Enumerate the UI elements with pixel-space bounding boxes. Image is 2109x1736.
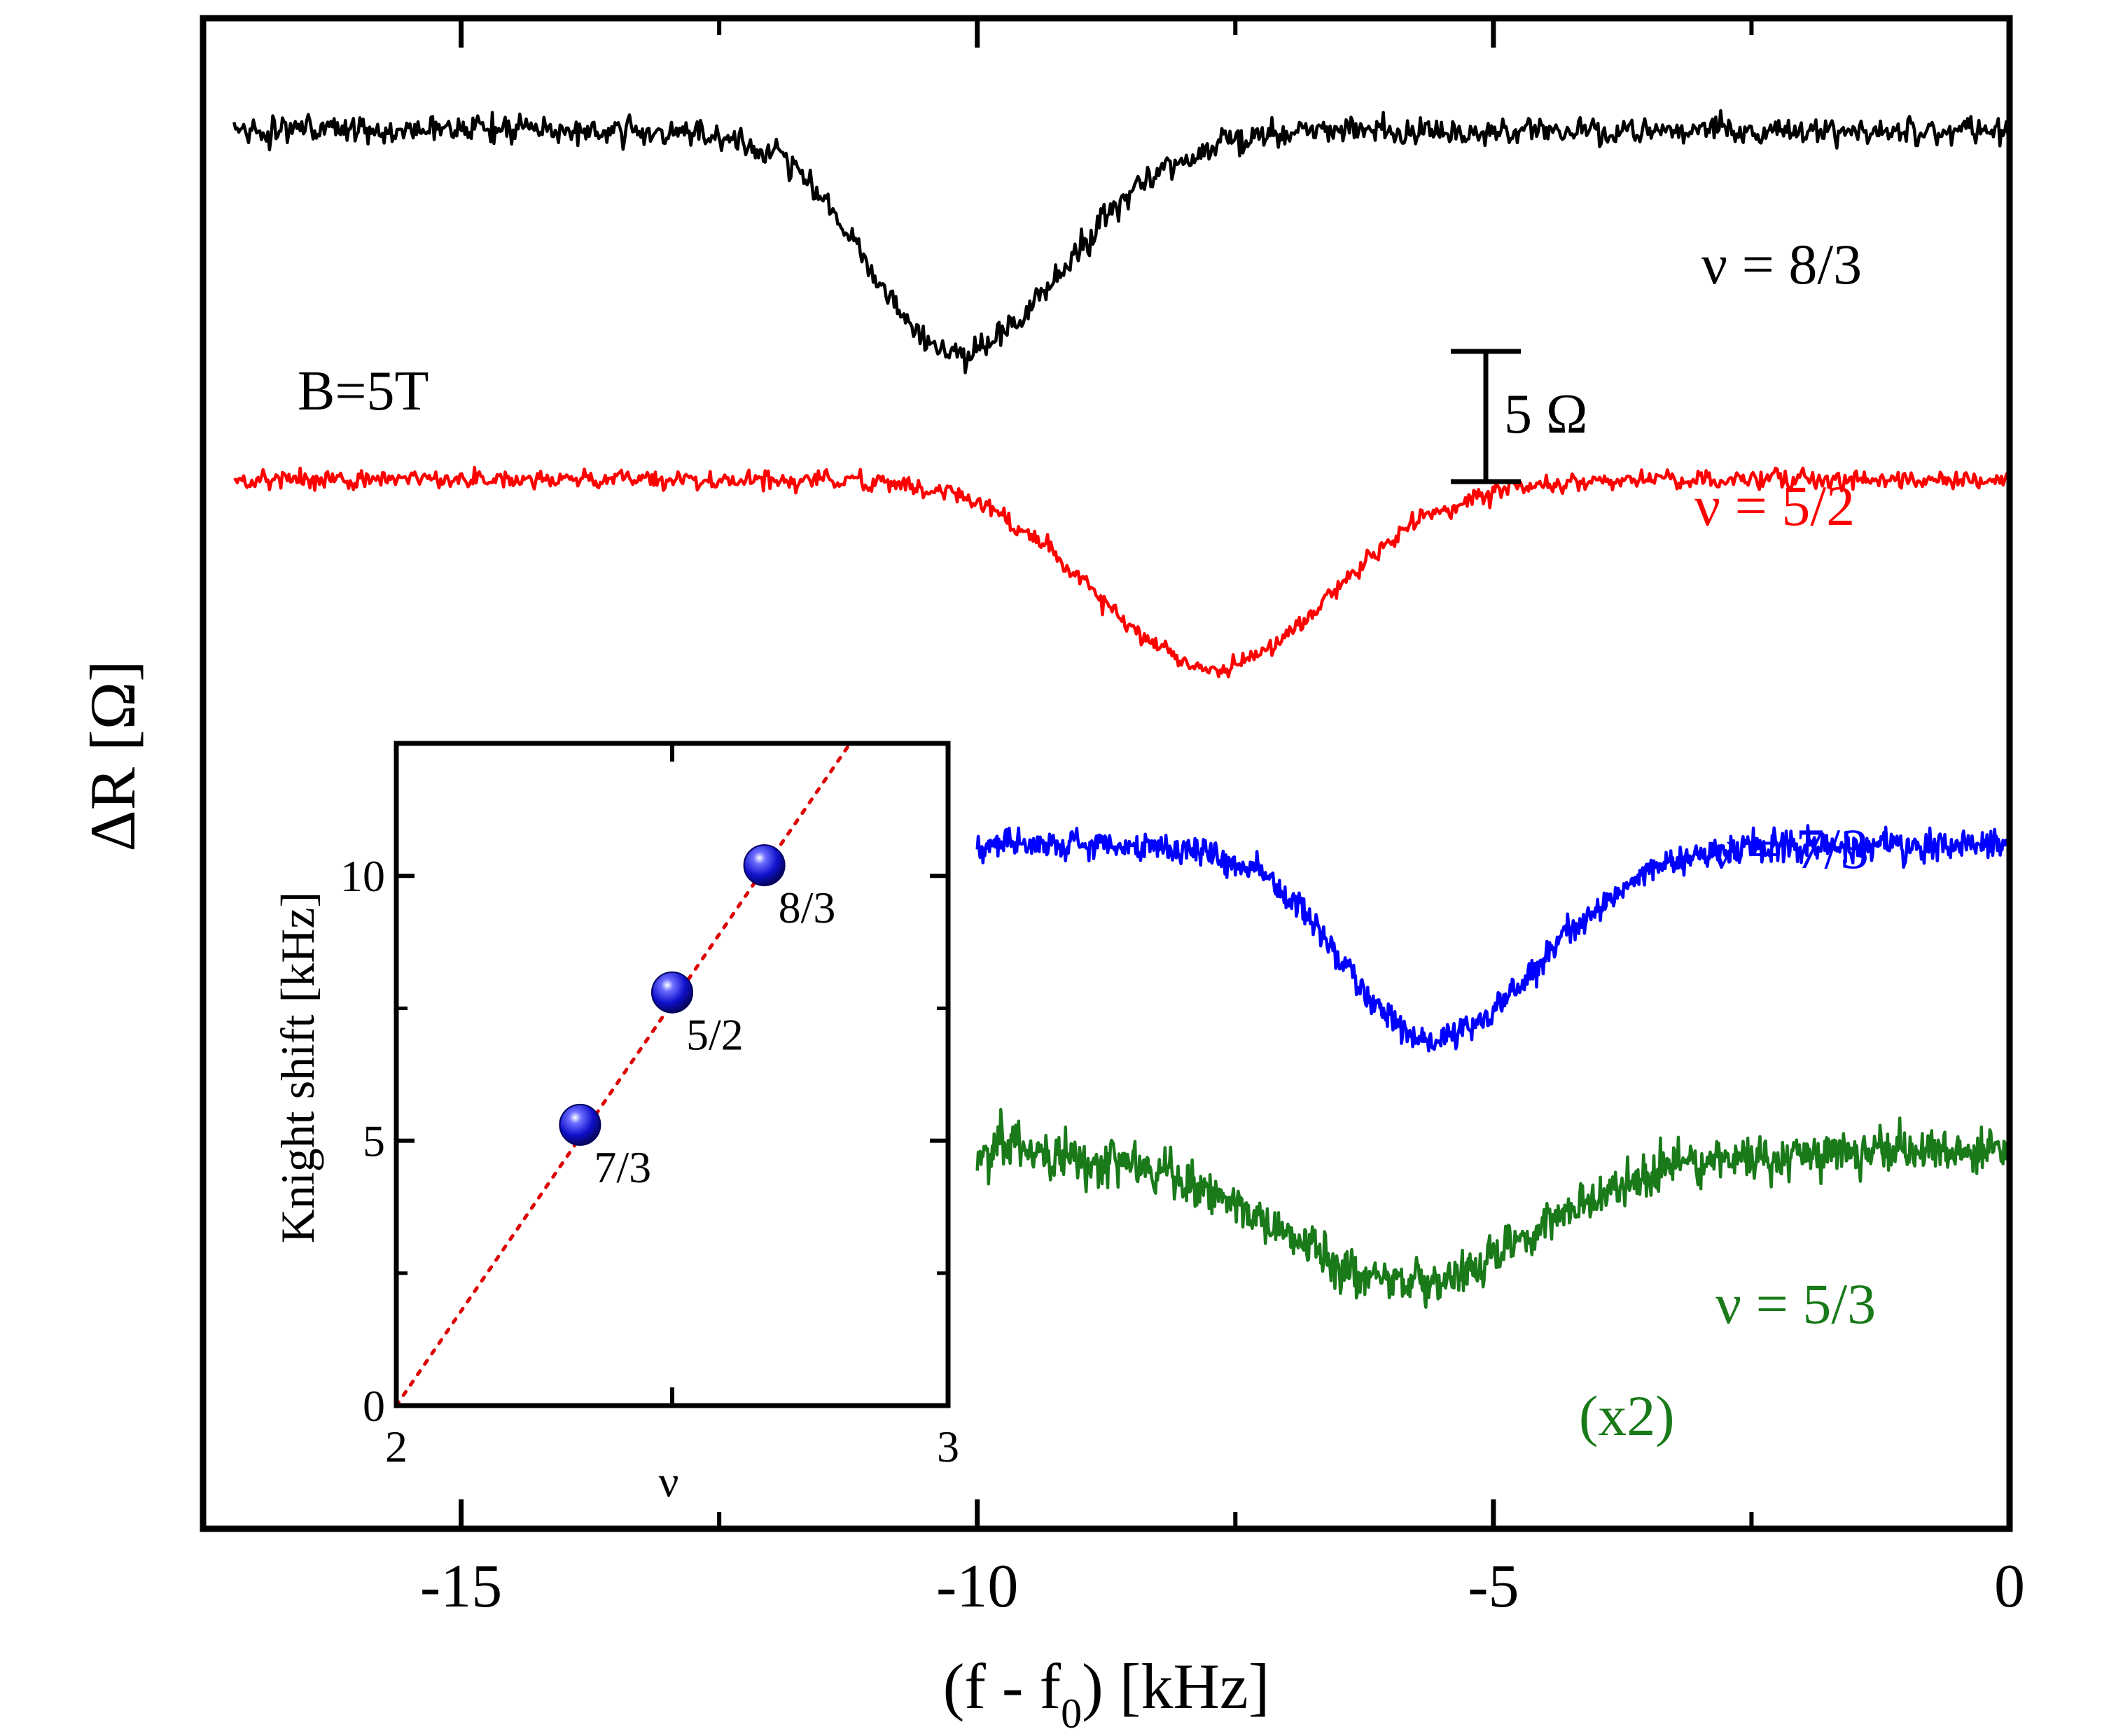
series-label-5-3: ν = 5/3: [1715, 1272, 1876, 1336]
field-label: B=5T: [298, 360, 429, 422]
inset-point: [743, 844, 786, 887]
x-tick-label: 0: [1994, 1553, 2025, 1620]
scale-bar: 5 Ω: [1451, 349, 1587, 484]
inset-point-label: 8/3: [779, 883, 836, 932]
trace-1: [232, 108, 2010, 374]
series-label-8-3: ν = 8/3: [1701, 232, 1862, 296]
inset-x-tick-label: 3: [937, 1422, 959, 1471]
inset-point-label: 5/2: [686, 1010, 744, 1060]
inset-plot: 7/3 5/2 8/3 0 5 10 2 3 ν Knight shift [kHz]: [271, 741, 959, 1506]
x-tick-label: -10: [936, 1553, 1018, 1620]
x-axis-label: (f - f0) [kHz]: [943, 1651, 1270, 1736]
inset-point-label: 7/3: [594, 1142, 651, 1192]
inset-x-label: ν: [659, 1457, 679, 1506]
inset-background: [396, 743, 948, 1406]
inset-y-tick-label: 5: [363, 1116, 385, 1166]
inset-y-tick-label: 10: [340, 851, 385, 901]
y-axis-label: ΔR [Ω]: [77, 660, 148, 851]
main-plot: -15 -10 -5 0 (f - f0) [kHz] ΔR [Ω] B=5T 5 Ω…: [77, 15, 2025, 1736]
inset-y-tick-label: 0: [363, 1381, 385, 1431]
trace-2: [233, 465, 2010, 679]
inset-points: 7/3 5/2 8/3: [559, 844, 836, 1192]
inset-point: [559, 1103, 601, 1146]
trace-4: [975, 1107, 2010, 1309]
x-tick-labels: -15 -10 -5 0: [420, 1553, 2025, 1620]
series-label-7-3: ν = 7/3: [1708, 817, 1869, 881]
inset-y-label: Knight shift [kHz]: [271, 892, 324, 1243]
inset-frame: [394, 741, 951, 1408]
inset-point: [651, 971, 693, 1014]
scale-bar-label: 5 Ω: [1504, 384, 1587, 445]
x-tick-label: -15: [420, 1553, 502, 1620]
inset-x-tick-label: 2: [385, 1422, 408, 1471]
x-tick-label: -5: [1468, 1553, 1519, 1620]
multiplier-label: (x2): [1579, 1384, 1675, 1448]
plot-frame: [200, 15, 2013, 1532]
trace-group: [232, 108, 2010, 1309]
trace-3: [975, 824, 2010, 1053]
inset-tick-labels: 0 5 10 2 3: [340, 851, 959, 1471]
series-label-5-2: ν = 5/2: [1694, 474, 1855, 538]
